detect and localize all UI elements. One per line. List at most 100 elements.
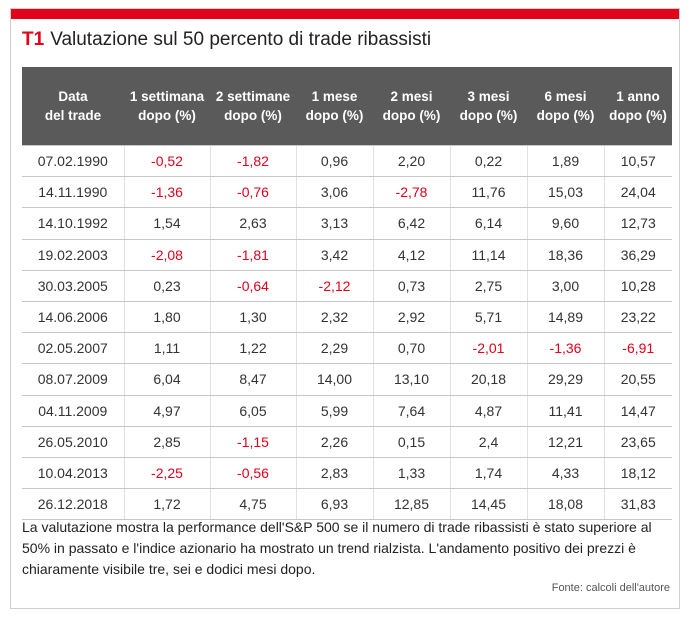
return-cell: 0,70 (372, 332, 450, 365)
return-cell: -2,01 (449, 332, 527, 365)
return-cell: 1,11 (123, 332, 210, 365)
return-cell: -0,52 (123, 144, 210, 178)
figure-title: T1 Valutazione sul 50 percento di trade r… (22, 29, 431, 51)
return-cell: 12,85 (372, 488, 450, 521)
return-cell: 6,42 (372, 207, 450, 240)
return-cell: 1,72 (123, 488, 210, 521)
column-header-line: 3 mesi (467, 89, 510, 104)
return-cell: 0,96 (295, 144, 373, 178)
return-cell: 14,00 (295, 363, 373, 396)
return-cell: 2,75 (449, 270, 527, 302)
return-cell: 6,93 (295, 488, 373, 521)
table-row: 19.02.2003 -2,08 -1,81 3,42 4,12 11,14 18,36 36… (22, 239, 672, 271)
trade-date-cell: 10.04.2013 (22, 457, 124, 490)
return-cell: 1,30 (209, 301, 296, 334)
return-cell: 2,4 (449, 426, 527, 458)
return-cell: 1,54 (123, 207, 210, 240)
return-cell: 3,42 (295, 239, 373, 271)
source-note: Fonte: calcoli dell'autore (551, 582, 670, 594)
return-cell: 1,89 (526, 144, 604, 178)
table-row: 04.11.2009 4,97 6,05 5,99 7,64 4,87 11,41 14,47 (22, 395, 672, 427)
column-header-line: 1 anno (616, 89, 660, 104)
return-cell: 1,22 (209, 332, 296, 365)
return-cell: 6,14 (449, 207, 527, 240)
column-header-line: dopo (%) (138, 108, 196, 123)
column-header-line: dopo (%) (224, 108, 282, 123)
table-row: 14.10.1992 1,54 2,63 3,13 6,42 6,14 9,60 12,73 (22, 207, 672, 240)
return-cell: 10,28 (603, 270, 672, 302)
return-cell: 18,08 (526, 488, 604, 521)
return-cell: 31,83 (603, 488, 672, 521)
return-cell: 2,92 (372, 301, 450, 334)
return-cell: -2,25 (123, 457, 210, 490)
column-header-line: dopo (%) (305, 108, 364, 123)
figure-tag: T1 (22, 29, 45, 50)
return-cell: -0,56 (209, 457, 296, 490)
return-cell: 23,65 (603, 426, 672, 458)
return-cell: -1,15 (209, 426, 296, 458)
column-header-line: del trade (44, 108, 102, 123)
column-header: Data del trade (22, 67, 124, 146)
column-header-line: dopo (%) (459, 108, 518, 123)
return-cell: 2,26 (295, 426, 373, 458)
trade-date-cell: 02.05.2007 (22, 332, 124, 365)
column-header-line: 1 mese (311, 89, 358, 104)
trade-date-cell: 04.11.2009 (22, 395, 124, 427)
return-cell: -1,81 (209, 239, 296, 271)
column-header: 1 settimana dopo (%) (124, 67, 210, 146)
accent-bar (11, 9, 679, 19)
return-cell: 13,10 (372, 363, 450, 396)
column-header-line: 1 settimana (129, 89, 205, 104)
column-header-line: 2 mesi (390, 89, 433, 104)
return-cell: 20,18 (449, 363, 527, 396)
return-cell: 1,80 (123, 301, 210, 334)
return-cell: 2,20 (372, 144, 450, 178)
return-cell: 4,12 (372, 239, 450, 271)
return-cell: 18,12 (603, 457, 672, 490)
table-row: 08.07.2009 6,04 8,47 14,00 13,10 20,18 29,29 20… (22, 363, 672, 396)
table-row: 30.03.2005 0,23 -0,64 -2,12 0,73 2,75 3,00 10,2… (22, 270, 672, 302)
column-header-line: dopo (%) (609, 108, 667, 123)
column-header-line: 6 mesi (544, 89, 587, 104)
return-cell: 12,73 (603, 207, 672, 240)
return-cell: 14,89 (526, 301, 604, 334)
return-cell: 10,57 (603, 144, 672, 178)
trade-date-cell: 14.11.1990 (22, 176, 124, 209)
return-cell: 0,23 (123, 270, 210, 302)
return-cell: 7,64 (372, 395, 450, 427)
column-header: 1 mese dopo (%) (296, 67, 373, 146)
return-cell: 5,99 (295, 395, 373, 427)
return-cell: 2,83 (295, 457, 373, 490)
return-cell: -1,36 (123, 176, 210, 209)
return-cell: -2,12 (295, 270, 373, 302)
trade-date-cell: 07.02.1990 (22, 144, 124, 178)
table-row: 14.11.1990 -1,36 -0,76 3,06 -2,78 11,76 15,03 2… (22, 176, 672, 209)
trade-date-cell: 14.10.1992 (22, 207, 124, 240)
figure-panel: T1 Valutazione sul 50 percento di trade r… (10, 8, 680, 609)
column-header: 2 settimane dopo (%) (210, 67, 296, 146)
return-cell: 29,29 (526, 363, 604, 396)
return-cell: 2,32 (295, 301, 373, 334)
trade-date-cell: 14.06.2006 (22, 301, 124, 334)
return-cell: 11,41 (526, 395, 604, 427)
trade-date-cell: 08.07.2009 (22, 363, 124, 396)
return-cell: -1,82 (209, 144, 296, 178)
return-cell: 0,73 (372, 270, 450, 302)
return-cell: -6,91 (603, 332, 672, 365)
return-cell: -2,78 (372, 176, 450, 209)
table-header-row: Data del trade 1 settimana dopo (%) 2 settim… (22, 67, 672, 146)
return-cell: 6,05 (209, 395, 296, 427)
column-header: 1 anno dopo (%) (604, 67, 672, 146)
return-cell: 6,04 (123, 363, 210, 396)
return-cell: 3,06 (295, 176, 373, 209)
column-header: 3 mesi dopo (%) (450, 67, 527, 146)
return-cell: 23,22 (603, 301, 672, 334)
table-row: 26.05.2010 2,85 -1,15 2,26 0,15 2,4 12,21 23,65 (22, 426, 672, 458)
table-row: 26.12.2018 1,72 4,75 6,93 12,85 14,45 18,08 31,… (22, 488, 672, 521)
return-cell: -0,64 (209, 270, 296, 302)
column-header-line: Data (58, 89, 88, 104)
trade-date-cell: 19.02.2003 (22, 239, 124, 271)
return-cell: 11,76 (449, 176, 527, 209)
return-cell: 15,03 (526, 176, 604, 209)
return-cell: 4,75 (209, 488, 296, 521)
